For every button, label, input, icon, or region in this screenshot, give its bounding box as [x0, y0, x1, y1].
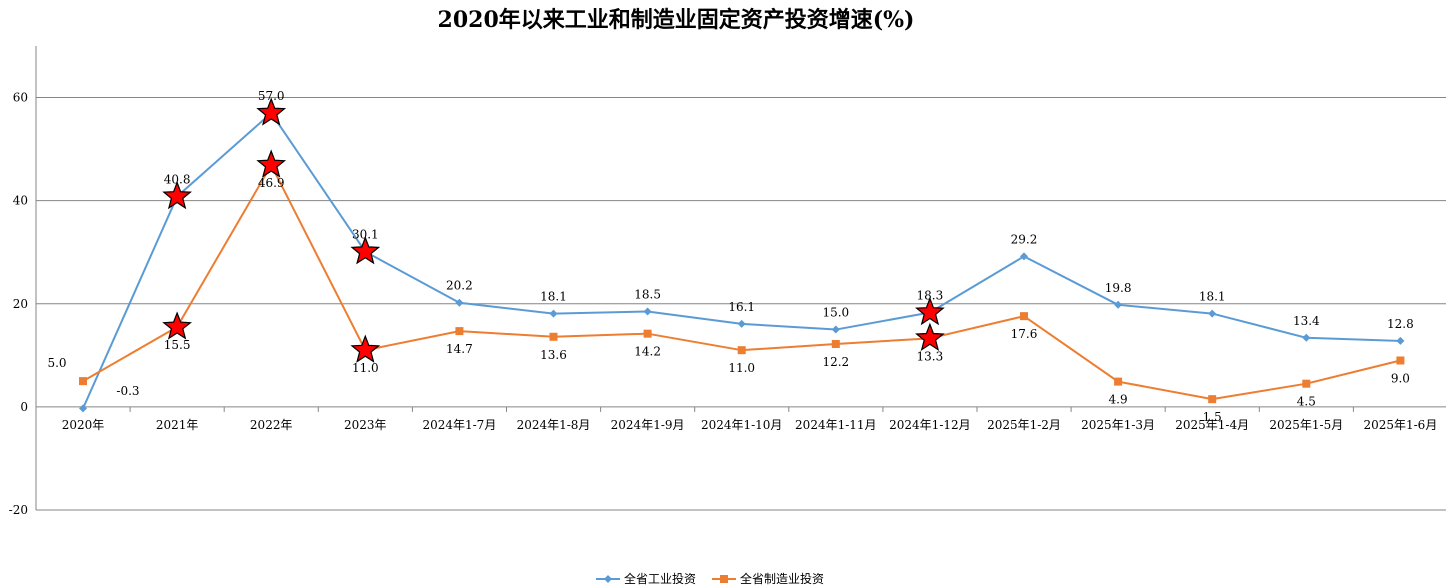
legend: 全省工业投资 全省制造业投资	[596, 571, 824, 586]
data-label: 30.1	[352, 228, 379, 242]
data-label: 9.0	[1391, 371, 1410, 385]
data-point	[455, 327, 464, 336]
x-tick-label: 2025年1-6月	[1363, 418, 1437, 432]
data-label: 20.2	[446, 279, 473, 293]
data-label: 15.0	[822, 306, 849, 320]
y-tick-label: 60	[13, 91, 28, 105]
y-tick-label: 40	[13, 194, 28, 208]
x-tick-label: 2025年1-3月	[1081, 418, 1155, 432]
highlight-star-icon	[162, 180, 192, 210]
x-tick-label: 2025年1-2月	[987, 418, 1061, 432]
highlight-star-icon	[256, 97, 287, 126]
data-labels: -0.3 40.8 57.0 30.1 20.2 18.1 18.5 16.1 15.0 18.3…	[47, 89, 1413, 424]
highlight-star-icon	[350, 236, 381, 265]
data-point	[549, 332, 558, 341]
data-point	[1114, 377, 1123, 386]
data-label: 16.1	[728, 300, 755, 314]
x-tick-label: 2025年1-5月	[1269, 418, 1343, 432]
data-label: 14.7	[446, 342, 473, 356]
data-point	[1302, 379, 1311, 388]
highlight-star-icon	[350, 334, 381, 363]
data-label: 4.5	[1297, 395, 1316, 409]
data-label: 40.8	[164, 173, 191, 187]
data-label: 4.9	[1109, 393, 1128, 407]
data-point	[737, 319, 746, 328]
data-point	[1020, 312, 1028, 321]
data-label: 13.3	[917, 349, 944, 363]
data-point	[1208, 309, 1217, 318]
data-point	[1208, 395, 1217, 404]
data-label: 18.1	[1199, 290, 1226, 304]
x-tick-label: 2024年1-8月	[517, 418, 591, 432]
x-tick-label: 2024年1-10月	[701, 418, 783, 432]
gridlines	[36, 97, 1446, 511]
data-label: 18.5	[634, 288, 661, 302]
data-label: 13.6	[540, 348, 567, 362]
legend-label: 全省工业投资	[624, 571, 696, 586]
data-point	[831, 325, 840, 334]
data-point	[549, 309, 558, 318]
data-label: 19.8	[1105, 281, 1132, 295]
data-label: 18.1	[540, 290, 567, 304]
x-tick-label: 2021年	[156, 418, 199, 432]
data-point	[1302, 333, 1311, 342]
axes	[35, 46, 1446, 510]
data-point	[831, 339, 840, 348]
data-point	[1396, 336, 1405, 345]
data-label: 29.2	[1011, 232, 1038, 246]
x-tick-label: 2022年	[250, 418, 293, 432]
x-axis-ticks: 2020年 2021年 2022年 2023年 2024年1-7月 2024年1-8月 20…	[62, 406, 1437, 432]
data-label: -0.3	[116, 384, 139, 398]
highlight-stars	[162, 97, 945, 363]
data-label: 5.0	[47, 356, 66, 370]
data-label: 57.0	[258, 89, 285, 103]
data-point	[643, 307, 652, 316]
data-point	[1114, 300, 1123, 309]
data-label: 12.8	[1387, 317, 1414, 331]
x-tick-label: 2024年1-12月	[889, 418, 971, 432]
x-tick-label: 2020年	[62, 418, 105, 432]
y-axis-ticks: -20 0 20 40 60	[9, 91, 28, 517]
highlight-star-icon	[256, 149, 287, 178]
x-tick-label: 2024年1-9月	[611, 418, 685, 432]
data-label: 1.5	[1203, 410, 1222, 424]
data-point	[1020, 252, 1028, 261]
data-label: 11.0	[728, 361, 755, 375]
data-label: 15.5	[164, 338, 191, 352]
highlight-star-icon	[915, 296, 945, 326]
data-label: 18.3	[917, 289, 944, 303]
y-tick-label: 20	[13, 297, 28, 311]
data-label: 12.2	[822, 355, 849, 369]
y-tick-label: 0	[20, 400, 28, 414]
data-point	[79, 377, 87, 386]
data-label: 17.6	[1011, 327, 1038, 341]
legend-marker	[604, 575, 612, 583]
chart-title: 2020年以来工业和制造业固定资产投资增速(%)	[438, 7, 915, 33]
x-tick-label: 2024年1-11月	[795, 418, 877, 432]
legend-label: 全省制造业投资	[740, 571, 824, 586]
data-point	[1396, 356, 1405, 365]
data-label: 13.4	[1293, 314, 1320, 328]
highlight-star-icon	[162, 311, 192, 340]
data-label: 11.0	[352, 361, 379, 375]
legend-marker	[720, 575, 728, 583]
x-tick-label: 2023年	[344, 418, 387, 432]
x-tick-label: 2024年1-7月	[422, 418, 496, 432]
data-label: 14.2	[634, 345, 661, 359]
data-point	[643, 329, 652, 338]
data-point	[455, 298, 464, 307]
data-label: 46.9	[258, 176, 285, 190]
data-point	[79, 404, 87, 413]
x-tick-label: 2025年1-4月	[1175, 418, 1249, 432]
data-point	[737, 346, 746, 355]
highlight-star-icon	[915, 322, 945, 351]
y-tick-label: -20	[9, 503, 28, 517]
